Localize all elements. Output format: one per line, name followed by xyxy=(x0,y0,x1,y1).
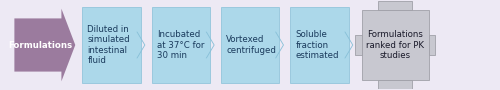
FancyBboxPatch shape xyxy=(152,7,210,83)
Polygon shape xyxy=(206,32,214,58)
Text: Incubated
at 37°C for
30 min: Incubated at 37°C for 30 min xyxy=(156,30,204,60)
FancyBboxPatch shape xyxy=(221,7,280,83)
FancyBboxPatch shape xyxy=(378,80,412,89)
FancyBboxPatch shape xyxy=(290,7,349,83)
FancyBboxPatch shape xyxy=(378,1,412,10)
Text: Formulations: Formulations xyxy=(8,40,72,50)
Polygon shape xyxy=(14,9,76,81)
Polygon shape xyxy=(136,32,145,58)
Text: Soluble
fraction
estimated: Soluble fraction estimated xyxy=(296,30,339,60)
Text: Vortexed
centrifuged: Vortexed centrifuged xyxy=(226,35,276,55)
FancyBboxPatch shape xyxy=(82,7,141,83)
Text: Diluted in
simulated
intestinal
fluid: Diluted in simulated intestinal fluid xyxy=(88,25,130,65)
Polygon shape xyxy=(275,32,284,58)
FancyBboxPatch shape xyxy=(428,35,436,55)
Text: Formulations
ranked for PK
studies: Formulations ranked for PK studies xyxy=(366,30,424,60)
Polygon shape xyxy=(344,32,354,58)
FancyBboxPatch shape xyxy=(354,35,362,55)
FancyBboxPatch shape xyxy=(362,10,428,80)
